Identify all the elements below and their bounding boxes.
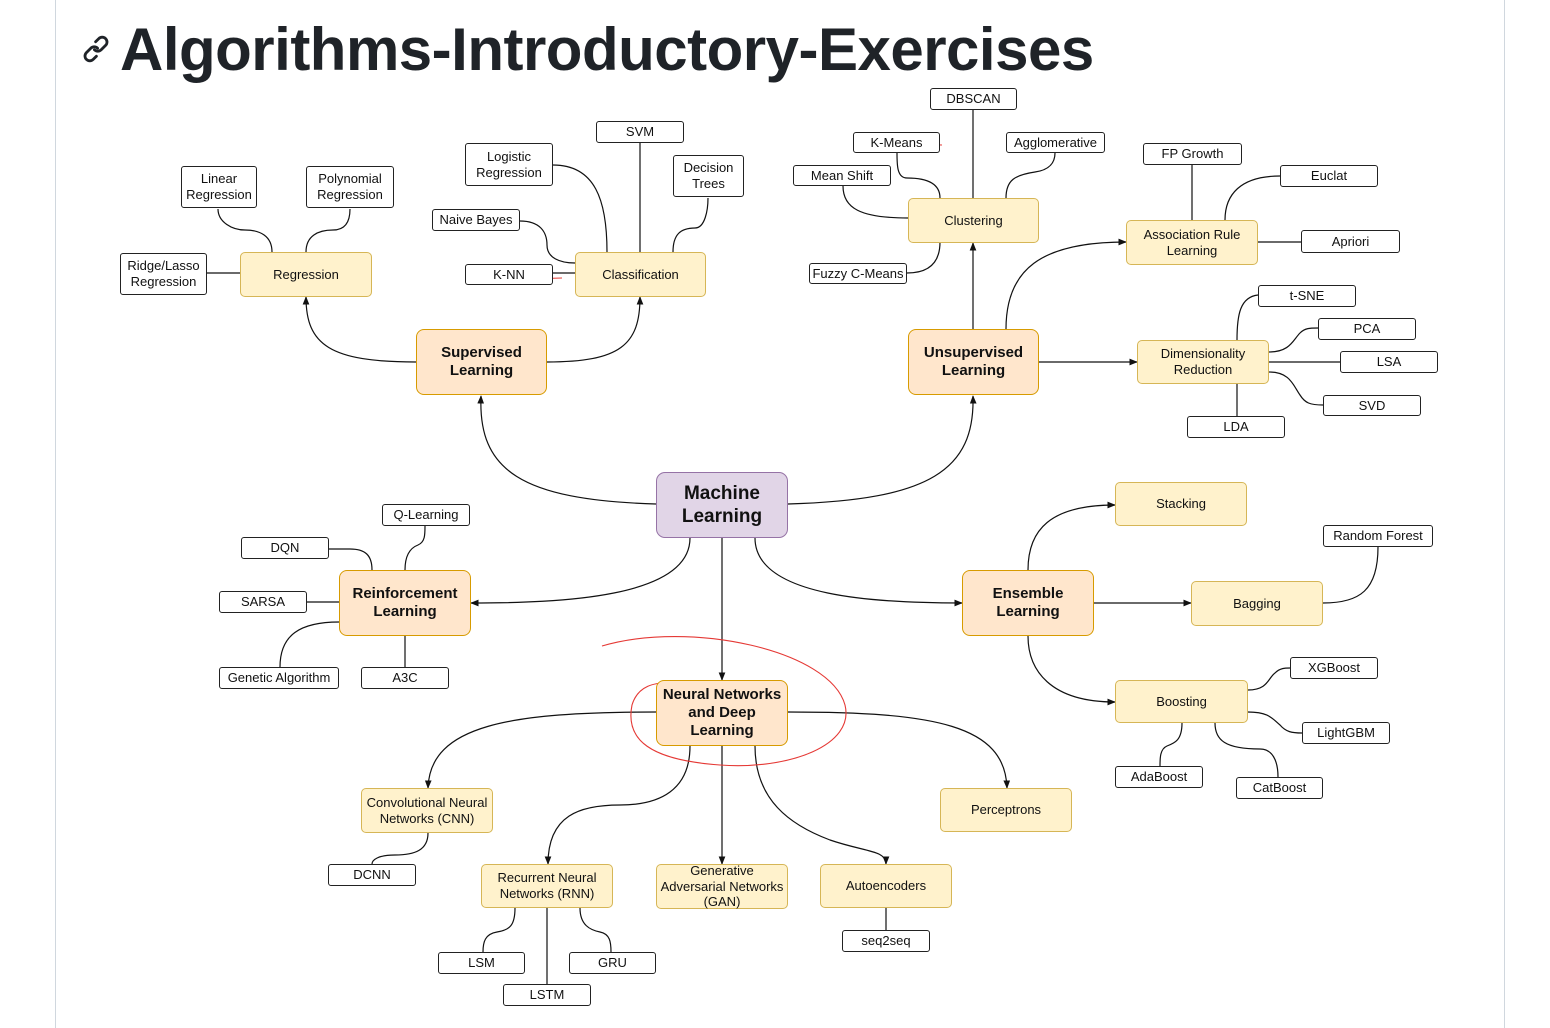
edge-root-ensemble <box>754 537 963 607</box>
node-neural-networks: Neural Networks and Deep Learning <box>656 680 788 746</box>
leaf-gru: GRU <box>569 952 656 974</box>
edge-root-supervised <box>477 395 657 505</box>
leaf-svm: SVM <box>596 121 684 143</box>
leaf-dqn: DQN <box>241 537 329 559</box>
leaf-lstm: LSTM <box>503 984 591 1006</box>
leaf-logistic-regression: Logistic Regression <box>465 143 553 186</box>
node-reinforcement-learning: Reinforcement Learning <box>339 570 471 636</box>
annotation-circle-nn <box>601 636 847 767</box>
node-autoencoders: Autoencoders <box>820 864 952 908</box>
node-machine-learning: Machine Learning <box>656 472 788 538</box>
leaf-dbscan: DBSCAN <box>930 88 1017 110</box>
page-title: Algorithms-Introductory-Exercises <box>120 15 1094 83</box>
node-rnn: Recurrent Neural Networks (RNN) <box>481 864 613 908</box>
edge-nn-autoencoders <box>754 745 890 865</box>
edge-nn-perceptrons <box>787 711 1011 789</box>
leaf-lsm: LSM <box>438 952 525 974</box>
leaf-sarsa: SARSA <box>219 591 307 613</box>
edge-nn-rnn <box>544 745 691 865</box>
leaf-fp-growth: FP Growth <box>1143 143 1242 165</box>
edge-root-reinforcement <box>470 537 691 607</box>
edge-root-unsupervised <box>787 395 977 505</box>
node-gan: Generative Adversarial Networks (GAN) <box>656 863 788 909</box>
leaf-dcnn: DCNN <box>328 864 416 886</box>
leaf-polynomial-regression: Polynomial Regression <box>306 166 394 208</box>
leaf-seq2seq: seq2seq <box>842 930 930 952</box>
leaf-tsne: t-SNE <box>1258 285 1356 307</box>
edge-ensemble-stacking <box>1027 501 1116 571</box>
leaf-pca: PCA <box>1318 318 1416 340</box>
leaf-naive-bayes: Naive Bayes <box>432 209 520 231</box>
leaf-fuzzy-cmeans: Fuzzy C-Means <box>809 263 907 284</box>
edge-ensemble-boosting <box>1027 635 1116 706</box>
node-cnn: Convolutional Neural Networks (CNN) <box>361 788 493 833</box>
leaf-ridge-lasso: Ridge/Lasso Regression <box>120 253 207 295</box>
node-ensemble-learning: Ensemble Learning <box>962 570 1094 636</box>
node-unsupervised-learning: Unsupervised Learning <box>908 329 1039 395</box>
node-bagging: Bagging <box>1191 581 1323 626</box>
leaf-linear-regression: Linear Regression <box>181 166 257 208</box>
leaf-random-forest: Random Forest <box>1323 525 1433 547</box>
leaf-genetic-algorithm: Genetic Algorithm <box>219 667 339 689</box>
leaf-euclat: Euclat <box>1280 165 1378 187</box>
leaf-apriori: Apriori <box>1301 230 1400 253</box>
node-dimensionality-reduction: Dimensionality Reduction <box>1137 340 1269 384</box>
leaf-catboost: CatBoost <box>1236 777 1323 799</box>
readme-content-frame <box>55 0 1505 1028</box>
leaf-svd: SVD <box>1323 395 1421 416</box>
leaf-xgboost: XGBoost <box>1290 657 1378 679</box>
leaf-mean-shift: Mean Shift <box>793 165 891 186</box>
node-classification: Classification <box>575 252 706 297</box>
leaf-a3c: A3C <box>361 667 449 689</box>
leaf-agglomerative: Agglomerative <box>1006 132 1105 153</box>
node-perceptrons: Perceptrons <box>940 788 1072 832</box>
node-supervised-learning: Supervised Learning <box>416 329 547 395</box>
leaf-decision-trees: Decision Trees <box>673 155 744 197</box>
edge-supervised-classification <box>546 296 644 363</box>
leaf-adaboost: AdaBoost <box>1115 766 1203 788</box>
link-icon[interactable] <box>80 33 112 65</box>
node-clustering: Clustering <box>908 198 1039 243</box>
edge-supervised-regression <box>302 296 417 363</box>
leaf-lda: LDA <box>1187 416 1285 438</box>
leaf-knn: K-NN <box>465 264 553 285</box>
edge-unsupervised-association <box>1005 238 1127 330</box>
node-association-rule-learning: Association Rule Learning <box>1126 220 1258 265</box>
node-regression: Regression <box>240 252 372 297</box>
leaf-qlearning: Q-Learning <box>382 504 470 526</box>
node-boosting: Boosting <box>1115 680 1248 723</box>
readme-heading: Algorithms-Introductory-Exercises <box>80 14 1094 84</box>
leaf-lightgbm: LightGBM <box>1302 722 1390 744</box>
leaf-lsa: LSA <box>1340 351 1438 373</box>
leaf-kmeans: K-Means <box>853 132 940 153</box>
node-stacking: Stacking <box>1115 482 1247 526</box>
edge-nn-cnn <box>424 711 657 789</box>
